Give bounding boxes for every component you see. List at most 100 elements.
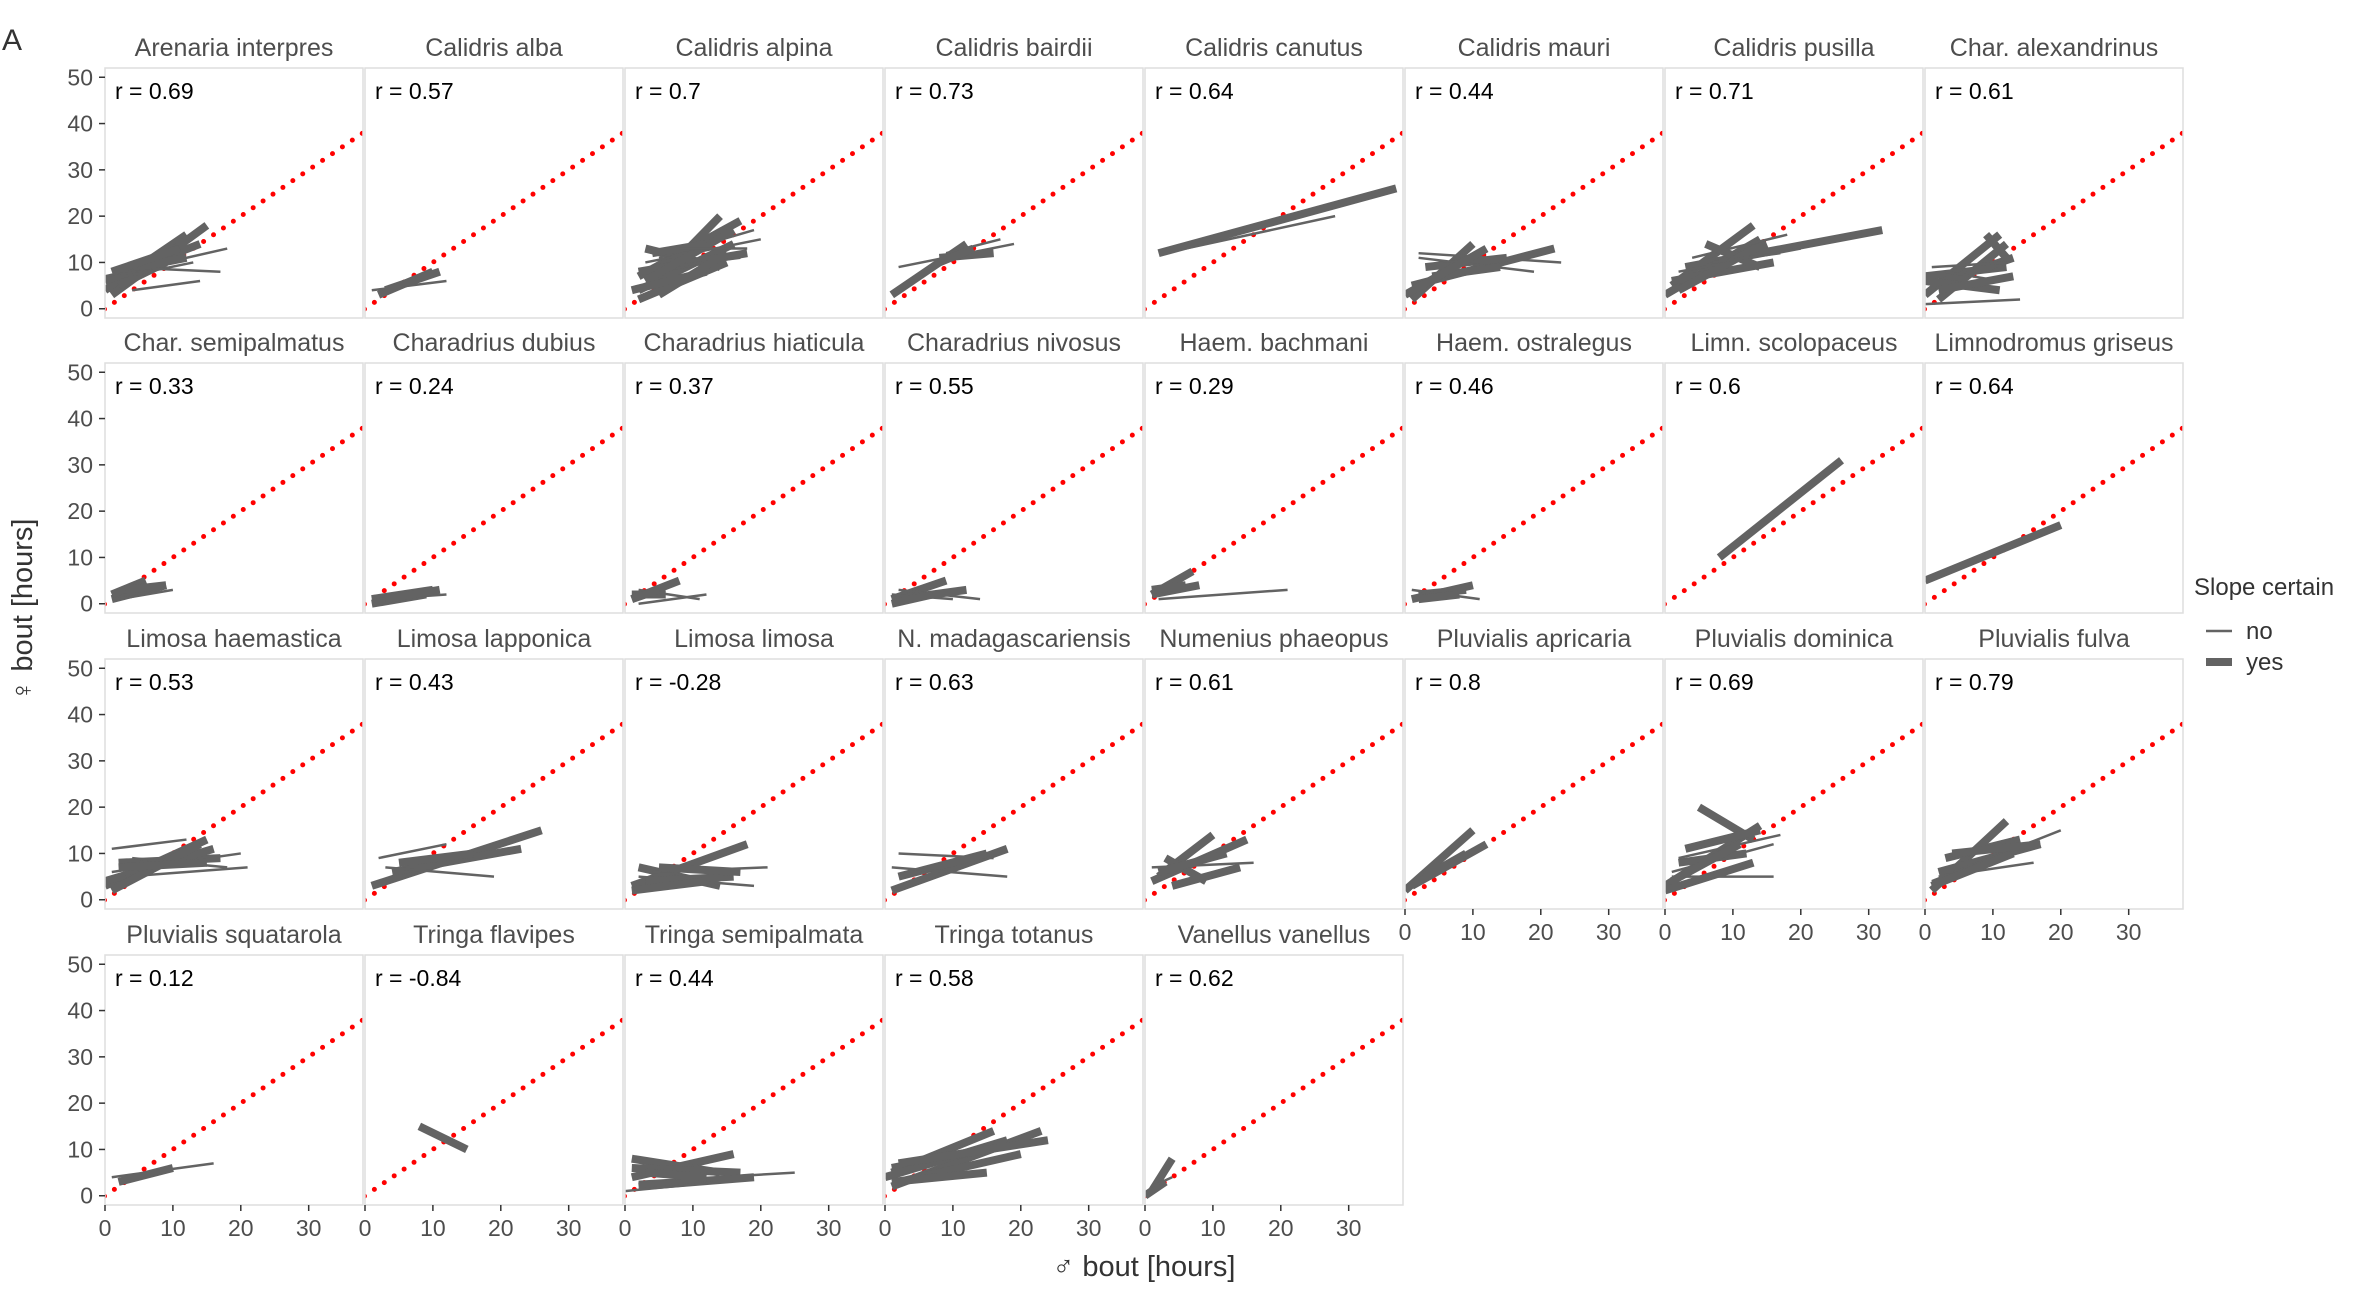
correlation-label: r = 0.62	[1155, 965, 1234, 991]
segment-certain	[417, 1122, 469, 1154]
segment-certain	[637, 249, 748, 276]
segment-certain	[645, 1168, 707, 1182]
x-tick-label: 10	[1460, 919, 1486, 945]
facet-title: Char. alexandrinus	[1950, 34, 2158, 62]
segment-certain	[1151, 581, 1187, 594]
x-tick-label: 0	[1659, 919, 1672, 945]
x-tick-label: 20	[2048, 919, 2074, 945]
y-tick-label: 40	[67, 406, 93, 432]
reference-line	[1665, 721, 1923, 903]
segment-uncertain	[118, 588, 174, 601]
reference-line	[625, 130, 883, 312]
panel-border	[364, 954, 624, 1206]
panel-border	[364, 362, 624, 614]
reference-line	[365, 425, 623, 607]
facet-panel: Tringa flavipes r = -0.84 0 10 20 30	[359, 921, 624, 1241]
legend: Slope certain no yes	[2194, 574, 2334, 676]
correlation-label: r = 0.73	[895, 78, 974, 104]
segment-uncertain	[385, 866, 495, 878]
x-tick-label: 20	[1788, 919, 1814, 945]
reference-line	[1145, 1017, 1403, 1199]
reference-line	[105, 721, 363, 903]
facet-title: Charadrius dubius	[393, 329, 596, 357]
segment-certain	[897, 849, 988, 881]
correlation-label: r = 0.55	[895, 373, 974, 399]
reference-line	[1925, 425, 2183, 607]
x-tick-label: 10	[1720, 919, 1746, 945]
y-tick-label: 40	[67, 998, 93, 1024]
segment-certain	[638, 1173, 755, 1191]
segment-uncertain	[131, 279, 201, 292]
x-tick-label: 30	[296, 1215, 322, 1241]
panel-border	[624, 658, 884, 910]
panel-border	[1924, 362, 2184, 614]
correlation-label: r = 0.64	[1935, 373, 2014, 399]
facet-panel: Pluvialis apricaria r = 0.8 0 10 20 30	[1399, 625, 1664, 945]
facet-panel: Limn. scolopaceus r = 0.6	[1664, 329, 1924, 614]
facet-panel: Pluvialis dominica r = 0.69 0 10 20 30	[1659, 625, 1924, 945]
y-tick-label: 10	[67, 840, 93, 866]
reference-line	[625, 425, 883, 607]
facet-panel: Charadrius nivosus r = 0.55	[884, 329, 1144, 614]
x-tick-label: 0	[1139, 1215, 1152, 1241]
facet-title: Vanellus vanellus	[1178, 921, 1371, 949]
panel-border	[1924, 67, 2184, 319]
y-tick-label: 0	[80, 887, 93, 913]
facet-panel: N. madagascariensis r = 0.63	[884, 625, 1144, 910]
correlation-label: r = 0.6	[1675, 373, 1741, 399]
segment-certain	[1157, 849, 1228, 876]
segment-certain	[124, 581, 167, 594]
segment-uncertain	[1925, 298, 2021, 306]
correlation-label: r = 0.44	[635, 965, 714, 991]
segment-certain	[891, 1168, 988, 1186]
y-tick-label: 20	[67, 794, 93, 820]
segment-certain	[1157, 184, 1398, 258]
y-tick-label: 0	[80, 1183, 93, 1209]
reference-line	[625, 721, 883, 903]
panel-border	[1144, 67, 1404, 319]
segment-uncertain	[111, 838, 187, 851]
reference-line	[1405, 721, 1663, 903]
panel-border	[1664, 362, 1924, 614]
facet-panel: Limosa lapponica r = 0.43	[364, 625, 624, 910]
correlation-label: r = 0.71	[1675, 78, 1754, 104]
facet-panel: Limnodromus griseus r = 0.64	[1924, 329, 2184, 614]
segment-certain	[1930, 849, 2015, 890]
x-tick-label: 10	[940, 1215, 966, 1241]
facet-title: Calidris pusilla	[1713, 34, 1874, 62]
segment-certain	[656, 249, 729, 299]
reference-line	[1665, 425, 1923, 607]
facet-title: Limosa lapponica	[397, 625, 592, 653]
reference-line	[1925, 130, 2183, 312]
segment-uncertain	[1691, 233, 1788, 260]
panel-border	[104, 954, 364, 1206]
segment-uncertain	[1185, 214, 1336, 250]
y-tick-label: 10	[67, 544, 93, 570]
segment-uncertain	[638, 593, 707, 605]
correlation-label: r = 0.61	[1935, 78, 2014, 104]
x-tick-label: 20	[1528, 919, 1554, 945]
facet-title: Calidris alpina	[675, 34, 832, 62]
facet-panel: Pluvialis fulva r = 0.79 0 10 20 30	[1919, 625, 2184, 945]
y-tick-label: 40	[67, 702, 93, 728]
segment-certain	[110, 244, 181, 276]
correlation-label: r = -0.84	[375, 965, 462, 991]
segment-certain	[645, 872, 734, 886]
legend-title: Slope certain	[2194, 574, 2334, 601]
segment-uncertain	[1151, 1176, 1173, 1188]
facet-panel: Limosa limosa r = -0.28	[624, 625, 884, 910]
segment-certain	[1423, 849, 1469, 881]
reference-line	[1665, 130, 1923, 312]
facet-title: Calidris mauri	[1458, 34, 1611, 62]
y-tick-label: 20	[67, 1090, 93, 1116]
panel-border	[884, 67, 1144, 319]
segment-certain	[1418, 590, 1460, 604]
correlation-label: r = 0.58	[895, 965, 974, 991]
x-tick-label: 10	[1200, 1215, 1226, 1241]
x-tick-label: 30	[2116, 919, 2142, 945]
facet-title: Tringa semipalmata	[645, 921, 864, 949]
panel-border	[884, 658, 1144, 910]
y-tick-label: 50	[67, 359, 93, 385]
x-tick-label: 0	[99, 1215, 112, 1241]
segment-uncertain	[625, 1180, 721, 1193]
